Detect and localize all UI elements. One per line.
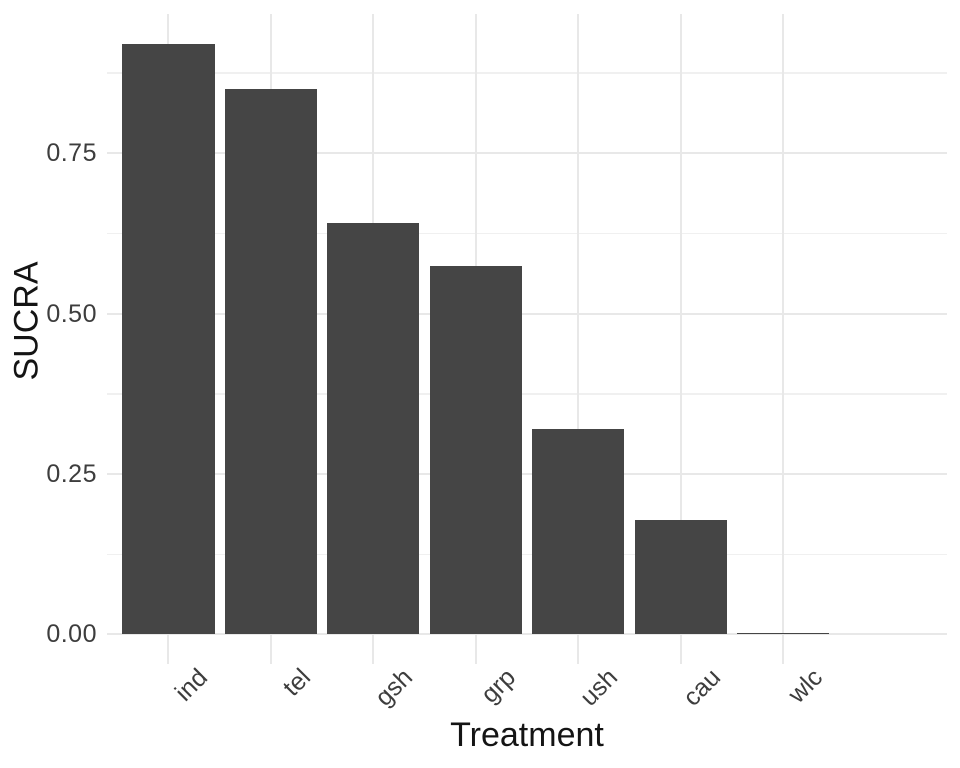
- y-tick-label-0.75: 0.75: [46, 139, 97, 168]
- bar-ind: [122, 43, 215, 635]
- bar-grp: [429, 265, 522, 635]
- bar-gsh: [327, 222, 420, 635]
- h-gridline-minor: [107, 232, 947, 235]
- h-gridline-major: [107, 633, 947, 636]
- h-gridline-minor: [107, 553, 947, 556]
- bar-wlc: [737, 633, 830, 635]
- h-gridline-minor: [107, 72, 947, 74]
- bar-cau: [634, 519, 727, 635]
- y-tick-label-0.25: 0.25: [46, 460, 97, 489]
- y-tick-label-0.50: 0.50: [46, 299, 97, 328]
- bar-tel: [224, 89, 317, 635]
- h-gridline-major: [107, 312, 947, 315]
- h-gridline-minor: [107, 393, 947, 395]
- v-gridline-cau: [679, 14, 682, 664]
- x-axis-title: Treatment: [450, 716, 604, 754]
- v-gridline-ush: [577, 14, 580, 664]
- h-gridline-major: [107, 152, 947, 155]
- bar-ush: [532, 428, 625, 635]
- y-tick-label-0.00: 0.00: [46, 620, 97, 649]
- y-axis-title: SUCRA: [7, 261, 46, 381]
- v-gridline-wlc: [782, 14, 785, 664]
- h-gridline-major: [107, 473, 947, 476]
